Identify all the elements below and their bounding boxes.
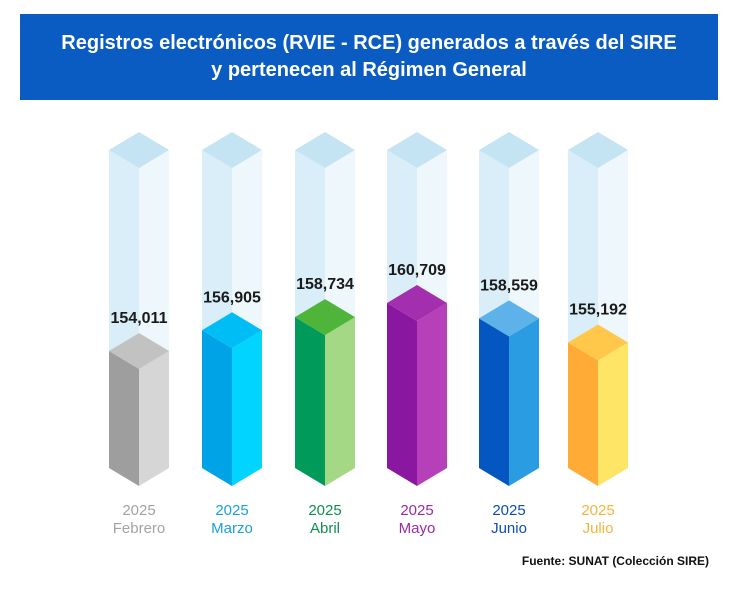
category-month-marzo: Marzo <box>211 520 253 537</box>
value-label-mayo: 160,709 <box>388 262 446 279</box>
value-label-febrero: 154,011 <box>111 310 168 327</box>
category-year-febrero: 2025 <box>122 502 155 519</box>
source-note: Fuente: SUNAT (Colección SIRE) <box>521 554 709 568</box>
ghost-column-2-top-cap <box>202 132 262 168</box>
bar-mayo-top-cap <box>387 285 447 321</box>
category-year-junio: 2025 <box>492 502 525 519</box>
title-banner: Registros electrónicos (RVIE - RCE) gene… <box>20 14 718 100</box>
ghost-column-5-top-cap <box>479 132 539 168</box>
category-year-mayo: 2025 <box>400 502 433 519</box>
bar-febrero-right-face <box>139 351 169 486</box>
bar-junio-left-face <box>479 318 509 486</box>
bar-mayo-left-face <box>387 303 417 486</box>
bar-julio-left-face <box>568 342 598 486</box>
bar-marzo-right-face <box>232 330 262 486</box>
category-year-marzo: 2025 <box>215 502 248 519</box>
ghost-column-6-top-cap <box>568 132 628 168</box>
category-month-febrero: Febrero <box>113 520 166 537</box>
category-month-abril: Abril <box>310 520 340 537</box>
ghost-column-1-top-cap <box>109 132 169 168</box>
value-label-abril: 158,734 <box>296 276 354 293</box>
bar-marzo-top-cap <box>202 312 262 349</box>
bar-marzo-left-face <box>202 330 232 486</box>
value-label-junio: 158,559 <box>480 277 538 294</box>
category-year-julio: 2025 <box>581 502 614 519</box>
chart-title: Registros electrónicos (RVIE - RCE) gene… <box>61 32 677 81</box>
bar-junio-right-face <box>509 318 539 486</box>
bar-julio-top-cap <box>568 324 628 361</box>
bar-abril-top-cap <box>295 299 355 336</box>
bar-abril-left-face <box>295 317 325 486</box>
bar-febrero-top-cap <box>109 333 169 369</box>
bar-febrero-left-face <box>109 351 139 486</box>
bar-junio-top-cap <box>479 300 539 337</box>
bar-abril-right-face <box>325 317 355 486</box>
category-year-abril: 2025 <box>308 502 341 519</box>
ghost-column-3-top-cap <box>295 132 355 168</box>
value-label-marzo: 156,905 <box>203 289 261 306</box>
category-month-mayo: Mayo <box>399 520 436 537</box>
bar-mayo-right-face <box>417 303 447 486</box>
category-month-junio: Junio <box>491 520 527 537</box>
ghost-column-4-top-cap <box>387 132 447 168</box>
value-label-julio: 155,192 <box>569 302 627 319</box>
category-month-julio: Julio <box>583 520 614 537</box>
bar-julio-right-face <box>598 342 628 486</box>
